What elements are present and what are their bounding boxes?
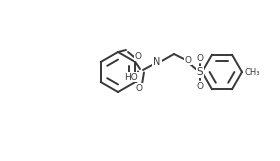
Text: O: O bbox=[136, 84, 143, 93]
Text: N: N bbox=[153, 57, 161, 67]
Text: CH₃: CH₃ bbox=[244, 67, 260, 76]
Text: HO: HO bbox=[124, 72, 138, 81]
Text: O: O bbox=[197, 81, 204, 90]
Text: O: O bbox=[134, 52, 141, 61]
Text: S: S bbox=[197, 67, 203, 77]
Text: O: O bbox=[185, 56, 192, 65]
Text: O: O bbox=[197, 53, 204, 62]
